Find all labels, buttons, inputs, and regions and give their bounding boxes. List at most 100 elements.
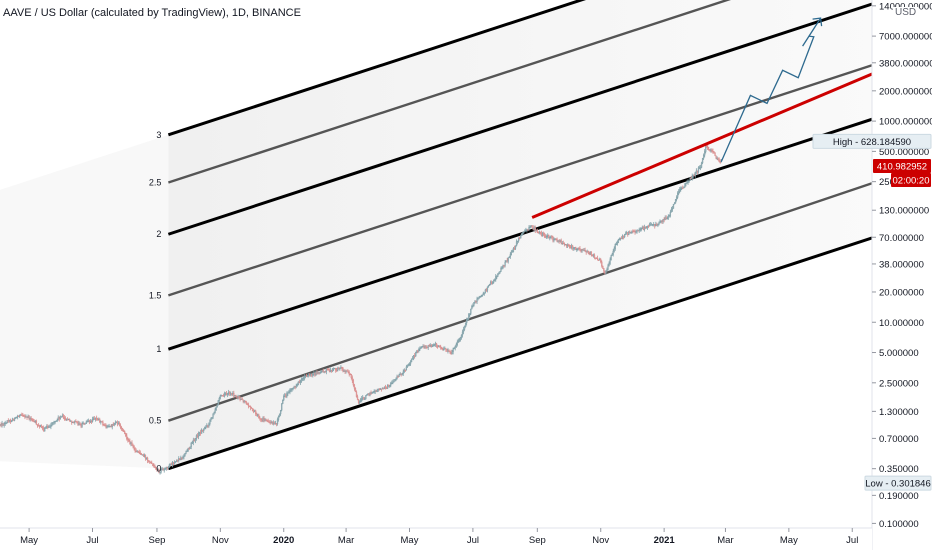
channel-line-3[interactable]: [167, 0, 874, 137]
candle: [150, 461, 152, 464]
candle: [211, 416, 213, 420]
candle: [674, 199, 677, 204]
candle: [654, 224, 656, 229]
candle: [32, 418, 34, 422]
candle: [371, 391, 373, 395]
y-tick-label: 1.300000: [879, 407, 919, 418]
candle: [700, 161, 703, 169]
candle: [581, 248, 583, 253]
candle: [685, 182, 687, 187]
candle: [286, 391, 288, 399]
candle: [536, 228, 538, 233]
candle: [210, 417, 212, 422]
x-tick-label: Nov: [592, 535, 609, 546]
candle: [544, 234, 547, 239]
candle: [558, 239, 560, 244]
candle: [488, 283, 491, 286]
candle: [87, 418, 89, 423]
time-axis[interactable]: [0, 528, 872, 550]
channel-line-1-5[interactable]: [167, 63, 874, 297]
svg-text:High - 628.184590: High - 628.184590: [833, 137, 911, 148]
channel-line-0[interactable]: [167, 236, 874, 471]
candle: [129, 438, 131, 445]
countdown-tag: 02:00:20: [891, 172, 931, 187]
candle: [8, 419, 11, 423]
candle: [409, 360, 412, 367]
candle: [94, 417, 97, 422]
candle: [99, 417, 101, 424]
candle: [572, 244, 574, 251]
candle: [635, 230, 637, 234]
candle: [155, 466, 157, 470]
x-tick-label: May: [20, 535, 38, 546]
channel-line-0-5[interactable]: [167, 181, 874, 422]
candle: [144, 454, 147, 461]
candle: [430, 343, 432, 348]
candle: [554, 237, 556, 241]
candle: [289, 388, 291, 395]
candle: [327, 368, 330, 371]
candle: [466, 317, 468, 326]
candle: [5, 422, 7, 425]
candle: [431, 344, 434, 348]
candle: [358, 400, 361, 404]
candle: [408, 362, 411, 367]
candle: [72, 421, 74, 424]
candle: [592, 253, 595, 258]
candle: [714, 152, 716, 157]
channel-line-2[interactable]: [167, 2, 874, 236]
candle: [114, 420, 117, 426]
candle: [26, 416, 28, 420]
candle: [285, 393, 287, 398]
channel-line-2-5[interactable]: [167, 0, 874, 184]
candle: [341, 366, 343, 371]
candle: [299, 379, 302, 386]
currency-unit[interactable]: USD: [893, 7, 919, 18]
candle: [41, 426, 44, 431]
candle: [61, 413, 64, 418]
candle: [394, 379, 396, 382]
candle: [406, 364, 409, 369]
candle: [622, 235, 625, 240]
candle: [695, 168, 698, 175]
candle: [596, 255, 599, 261]
candle: [315, 370, 317, 377]
candle: [382, 387, 385, 390]
candle: [448, 349, 450, 352]
projection-path[interactable]: [720, 35, 815, 162]
candle: [34, 419, 36, 424]
candle: [296, 383, 298, 387]
candle: [132, 443, 134, 449]
y-tick-label: 10.000000: [879, 318, 924, 329]
candle: [124, 430, 126, 435]
candle: [58, 416, 60, 422]
candle: [233, 390, 235, 398]
candle: [121, 427, 124, 432]
candle: [385, 386, 388, 390]
candle: [565, 244, 568, 248]
price-axis[interactable]: [872, 0, 932, 528]
candle: [411, 356, 414, 360]
candle: [509, 252, 511, 259]
y-tick-label: 0.100000: [879, 519, 919, 530]
candle: [255, 409, 257, 416]
resistance-line[interactable]: [531, 72, 874, 219]
candle: [108, 423, 110, 428]
y-tick-label: 130.000000: [879, 206, 929, 217]
candle: [613, 246, 615, 253]
x-tick-label: May: [401, 535, 419, 546]
candle: [265, 418, 267, 422]
candle: [438, 345, 441, 348]
candle: [367, 393, 369, 396]
candle: [500, 266, 502, 272]
candle: [711, 148, 713, 153]
candle: [152, 463, 154, 467]
candle: [693, 173, 695, 177]
candle: [25, 414, 27, 418]
candle: [690, 175, 692, 180]
candle: [362, 395, 364, 401]
candle: [209, 419, 211, 426]
candle: [533, 225, 535, 232]
candle: [628, 230, 630, 236]
